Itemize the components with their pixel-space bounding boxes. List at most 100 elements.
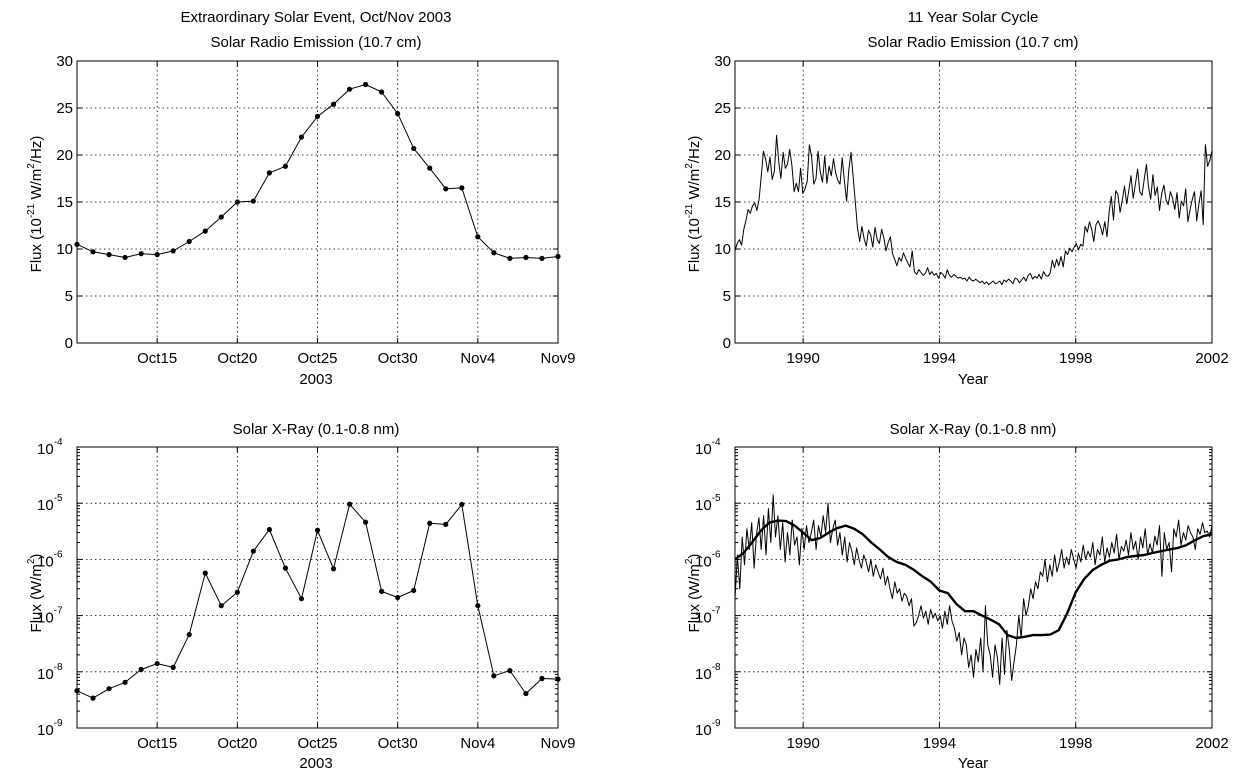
- y-axis-label: Flux (W/m2): [684, 554, 703, 633]
- y-axis-label: Flux (10-21 W/m2/Hz): [684, 136, 703, 273]
- data-point: [186, 238, 192, 245]
- y-tick-label: 10: [714, 241, 731, 258]
- x-tick-label: 1990: [786, 735, 819, 752]
- y-tick-label: 10-7: [695, 606, 721, 627]
- y-tick-label: 10-6: [695, 549, 721, 570]
- data-point: [507, 668, 513, 674]
- data-point: [427, 165, 433, 171]
- data-point: [90, 695, 96, 701]
- x-tick-label: Oct25: [297, 735, 337, 752]
- data-point: [154, 252, 160, 258]
- data-point: [234, 199, 240, 205]
- data-point: [443, 521, 449, 527]
- y-tick-label: 10: [56, 241, 73, 258]
- data-point: [298, 596, 305, 602]
- data-point: [475, 603, 481, 609]
- series-line: [734, 134, 1213, 286]
- data-point: [74, 688, 80, 694]
- x-tick-label: Nov9: [540, 350, 575, 367]
- data-point: [314, 113, 321, 120]
- y-tick-label: 25: [714, 100, 731, 117]
- data-point: [186, 631, 192, 638]
- radio-cycle-panel: 11 Year Solar Cycle Solar Radio Emission…: [684, 9, 1229, 388]
- data-point: [411, 145, 417, 152]
- data-point: [427, 520, 433, 526]
- y-tick-label: 10-4: [37, 437, 63, 458]
- data-point: [539, 675, 545, 682]
- data-point: [443, 186, 449, 192]
- data-point: [363, 519, 369, 525]
- data-point: [106, 686, 112, 692]
- x-tick-label: 1998: [1059, 735, 1092, 752]
- monthly-series-line: [734, 494, 1213, 685]
- data-point: [106, 252, 112, 258]
- data-point: [459, 501, 465, 508]
- tick-marks: [735, 446, 1213, 729]
- data-point: [122, 679, 128, 685]
- data-point: [218, 603, 224, 609]
- grid: [77, 447, 558, 728]
- data-point: [346, 86, 353, 92]
- data-point: [266, 170, 272, 176]
- data-point: [346, 501, 353, 507]
- y-tick-label: 10-8: [695, 662, 721, 683]
- smoothed-series-line: [734, 519, 1213, 640]
- data-point: [395, 111, 401, 117]
- x-axis-label: 2003: [299, 755, 332, 772]
- radio-event-panel: Extraordinary Solar Event, Oct/Nov 2003 …: [26, 9, 576, 388]
- data-point: [250, 548, 256, 554]
- data-point: [154, 660, 160, 667]
- y-tick-label: 10-9: [695, 718, 721, 739]
- data-point: [314, 527, 321, 533]
- x-tick-label: 1998: [1059, 350, 1092, 367]
- y-tick-label: 5: [723, 288, 731, 305]
- y-tick-label: 30: [56, 53, 73, 70]
- y-tick-label: 30: [714, 53, 731, 70]
- x-tick-label: Oct30: [378, 735, 418, 752]
- y-tick-label: 10-9: [37, 718, 63, 739]
- data-point: [379, 588, 385, 594]
- chart-title: Extraordinary Solar Event, Oct/Nov 2003: [181, 9, 452, 26]
- data-point: [74, 241, 80, 247]
- y-tick-label: 20: [56, 147, 73, 164]
- data-point: [491, 250, 497, 256]
- data-point: [379, 89, 385, 95]
- data-point: [282, 163, 289, 169]
- x-tick-label: Oct15: [137, 350, 177, 367]
- x-tick-label: Nov9: [540, 735, 575, 752]
- chart-subtitle: Solar Radio Emission (10.7 cm): [211, 34, 422, 51]
- x-tick-label: 1994: [923, 735, 956, 752]
- data-point: [459, 185, 465, 191]
- y-tick-label: 0: [65, 335, 73, 352]
- chart-title: 11 Year Solar Cycle: [908, 9, 1039, 26]
- y-tick-label: 10-6: [37, 549, 63, 570]
- x-tick-label: Oct30: [378, 350, 418, 367]
- y-tick-label: 10-5: [695, 493, 721, 514]
- y-tick-label: 20: [714, 147, 731, 164]
- grid: [735, 447, 1212, 728]
- data-point: [363, 81, 369, 88]
- data-point: [555, 676, 561, 682]
- y-tick-label: 25: [56, 100, 73, 117]
- x-axis-label: 2003: [299, 371, 332, 388]
- data-point: [202, 570, 208, 576]
- grid: [735, 61, 1212, 343]
- data-point: [475, 234, 481, 240]
- data-point: [138, 251, 144, 257]
- plot-frame: [734, 446, 1213, 729]
- data-point: [298, 134, 305, 140]
- data-point: [523, 254, 529, 261]
- data-point: [218, 214, 224, 220]
- y-tick-label: 5: [65, 288, 73, 305]
- y-axis-label: Flux (W/m2): [26, 554, 45, 633]
- data-point: [234, 589, 240, 595]
- data-point: [555, 253, 561, 260]
- y-axis-label: Flux (10-21 W/m2/Hz): [26, 136, 45, 273]
- x-tick-label: Nov4: [460, 350, 495, 367]
- chart-title: Solar X-Ray (0.1-0.8 nm): [233, 421, 400, 438]
- x-axis-label: Year: [958, 755, 988, 772]
- data-point: [138, 666, 144, 673]
- data-point: [250, 198, 256, 204]
- x-tick-label: 1990: [786, 350, 819, 367]
- data-point: [202, 228, 208, 234]
